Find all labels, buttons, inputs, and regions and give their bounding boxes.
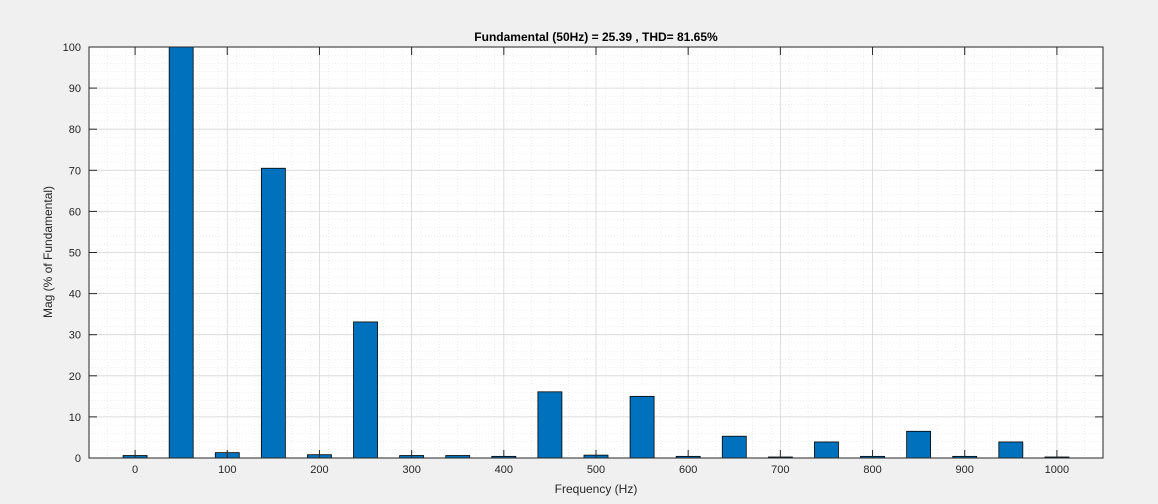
bar <box>906 430 932 459</box>
x-tick-label: 800 <box>863 464 881 476</box>
y-tick-label: 60 <box>69 206 81 218</box>
bars-layer <box>122 46 1070 459</box>
bar <box>998 441 1024 459</box>
bar <box>814 441 839 459</box>
y-tick-label: 30 <box>69 330 81 342</box>
y-tick-label: 10 <box>69 412 81 424</box>
ticks-layer: 0 100 200 300 400 500 600 700 800 900 1000 0 10 20 30 4… <box>63 42 1103 476</box>
y-tick-label: 0 <box>75 453 81 465</box>
x-tick-label: 1000 <box>1045 464 1069 476</box>
y-axis-label: Mag (% of Fundamental) <box>41 186 55 318</box>
x-tick-label: 400 <box>495 464 513 476</box>
bar <box>629 395 655 459</box>
x-tick-label: 700 <box>771 464 789 476</box>
bar <box>168 46 194 459</box>
x-axis-label: Frequency (Hz) <box>555 482 638 496</box>
x-tick-label: 0 <box>132 464 138 476</box>
bar <box>537 391 563 459</box>
x-tick-label: 900 <box>956 464 974 476</box>
y-tick-label: 40 <box>69 289 81 301</box>
x-tick-label: 300 <box>402 464 420 476</box>
y-tick-label: 20 <box>69 371 81 383</box>
x-tick-label: 500 <box>587 464 605 476</box>
x-tick-label: 600 <box>679 464 697 476</box>
bar <box>721 435 747 459</box>
x-tick-label: 100 <box>218 464 236 476</box>
bar <box>260 167 286 459</box>
chart-title: Fundamental (50Hz) = 25.39 , THD= 81.65% <box>474 30 718 44</box>
y-tick-label: 80 <box>69 124 81 136</box>
y-tick-label: 70 <box>69 165 81 177</box>
x-tick-label: 200 <box>310 464 328 476</box>
y-tick-label: 90 <box>69 83 81 95</box>
y-tick-label: 100 <box>63 42 81 54</box>
y-tick-label: 50 <box>69 248 81 260</box>
bar <box>353 321 378 459</box>
